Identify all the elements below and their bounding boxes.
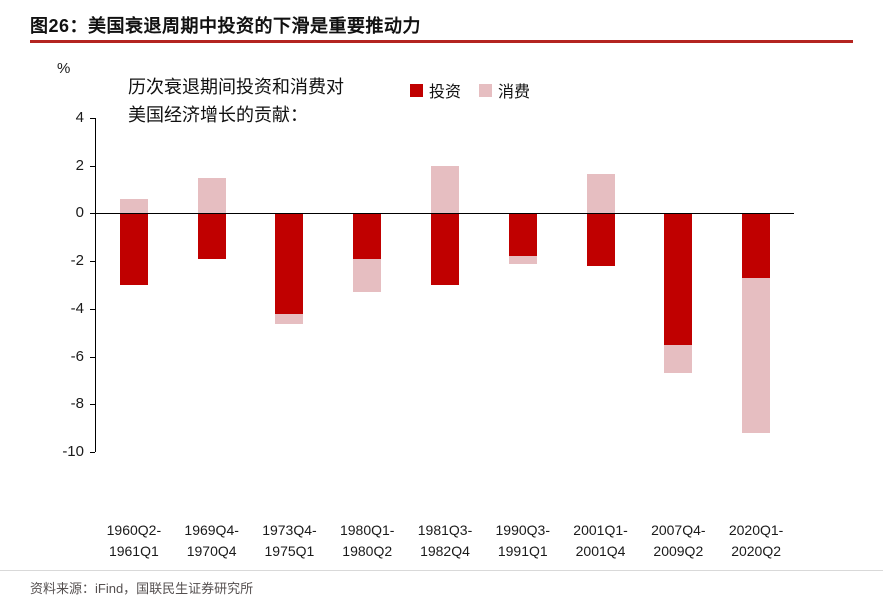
- legend-item-1: 消费: [479, 78, 530, 102]
- figure-title: 图26：美国衰退周期中投资的下滑是重要推动力: [30, 16, 422, 36]
- chart-annotation: 历次衰退期间投资和消费对 美国经济增长的贡献：: [128, 74, 344, 130]
- chart-legend: 投资 消费: [410, 78, 530, 102]
- y-tick-mark: [90, 356, 95, 358]
- x-tick-label-line-1: 2007Q4-: [651, 522, 706, 538]
- x-tick-label-line-1: 1981Q3-: [417, 522, 473, 538]
- bar-segment-消费-1960Q2-1961Q1: [119, 199, 148, 214]
- bar-segment-投资-2020Q1-2020Q2: [742, 213, 771, 278]
- y-tick-mark: [90, 452, 95, 453]
- x-tick-label-line-2: 1991Q1: [497, 543, 548, 559]
- x-tick-label: 1981Q3- 1982Q4: [397, 520, 493, 562]
- y-tick-label: -8: [70, 395, 84, 413]
- x-tick-label: 2007Q4- 2009Q2: [630, 520, 726, 562]
- y-tick-mark: [90, 213, 95, 215]
- y-tick-label: 2: [75, 156, 84, 174]
- x-tick-label-line-1: 2020Q1-: [728, 522, 784, 538]
- bar-segment-投资-1990Q3-1991Q1: [508, 213, 537, 257]
- y-tick-label: -10: [62, 443, 84, 460]
- x-tick-label-line-1: 1980Q1-: [339, 522, 395, 538]
- y-tick-mark: [90, 118, 95, 119]
- x-tick-label: 1969Q4- 1970Q4: [164, 520, 260, 562]
- x-tick-label-line-1: 1990Q3-: [495, 522, 550, 538]
- y-tick-mark: [90, 308, 95, 310]
- x-tick-label-line-1: 2001Q1-: [573, 522, 628, 538]
- y-tick-label: -2: [70, 252, 84, 270]
- x-tick-label-line-2: 1980Q2: [342, 543, 393, 559]
- x-tick-label-line-2: 1961Q1: [108, 543, 159, 559]
- y-tick-label: 4: [75, 109, 84, 126]
- x-tick-label: 1973Q4- 1975Q1: [241, 520, 337, 562]
- bar-segment-投资-1973Q4-1975Q1: [275, 213, 304, 314]
- title-underline: [30, 40, 853, 43]
- y-tick-label: -6: [70, 347, 84, 365]
- x-tick-label: 1980Q1- 1980Q2: [319, 520, 415, 562]
- x-tick-label: 1990Q3- 1991Q1: [475, 520, 571, 562]
- x-tick-label-line-2: 2009Q2: [653, 543, 704, 559]
- bar-segment-投资-1981Q3-1982Q4: [431, 213, 459, 285]
- source-note: 资料来源：iFind，国联民生证券研究所: [30, 581, 254, 596]
- bar-segment-消费-1990Q3-1991Q1: [508, 256, 537, 264]
- legend-label: 投资: [429, 84, 462, 101]
- bar-segment-投资-1969Q4-1970Q4: [197, 213, 226, 259]
- plot-area: [90, 118, 795, 453]
- x-tick-label-line-1: 1969Q4-: [184, 522, 239, 538]
- x-tick-label-line-2: 2001Q4: [575, 543, 626, 559]
- bar-segment-投资-2007Q4-2009Q2: [664, 213, 693, 345]
- x-tick-label: 2001Q1- 2001Q4: [553, 520, 649, 562]
- x-tick-label-line-1: 1960Q2-: [106, 522, 162, 538]
- y-axis-unit-label: %: [57, 60, 71, 77]
- bar-segment-消费-1981Q3-1982Q4: [431, 165, 459, 214]
- legend-swatch-icon: [410, 83, 423, 97]
- footer-divider: [0, 570, 883, 571]
- annotation-line-2: 美国经济增长的贡献：: [128, 104, 308, 125]
- y-tick-label: -4: [70, 299, 84, 317]
- y-tick-mark: [90, 165, 95, 167]
- bar-segment-消费-2001Q1-2001Q4: [586, 174, 615, 214]
- y-tick-label: 0: [75, 204, 84, 222]
- bar-segment-消费-1969Q4-1970Q4: [197, 177, 226, 214]
- legend-item-0: 投资: [410, 78, 461, 102]
- annotation-line-1: 历次衰退期间投资和消费对: [128, 77, 344, 97]
- x-tick-label: 1960Q2- 1961Q1: [86, 520, 182, 562]
- bar-segment-消费-1973Q4-1975Q1: [275, 313, 304, 325]
- zero-axis-line: [95, 213, 794, 215]
- bar-segment-消费-2007Q4-2009Q2: [664, 344, 693, 374]
- legend-swatch-icon: [479, 83, 493, 97]
- x-tick-label-line-2: 2020Q2: [731, 543, 782, 559]
- x-tick-label-line-2: 1982Q4: [420, 543, 470, 559]
- x-tick-label: 2020Q1- 2020Q2: [708, 520, 804, 562]
- x-tick-label-line-2: 1970Q4: [186, 543, 237, 559]
- bar-segment-消费-2020Q1-2020Q2: [742, 277, 771, 433]
- bar-segment-消费-1980Q1-1980Q2: [353, 258, 382, 293]
- bar-segment-投资-2001Q1-2001Q4: [586, 213, 615, 266]
- bar-segment-投资-1960Q2-1961Q1: [119, 213, 148, 285]
- y-axis-line: [95, 118, 96, 452]
- x-tick-label-line-1: 1973Q4-: [262, 522, 317, 538]
- y-tick-mark: [90, 404, 95, 406]
- x-tick-label-line-2: 1975Q1: [264, 543, 315, 559]
- bar-segment-投资-1980Q1-1980Q2: [353, 213, 382, 259]
- legend-label: 消费: [498, 84, 531, 101]
- y-tick-mark: [90, 261, 95, 263]
